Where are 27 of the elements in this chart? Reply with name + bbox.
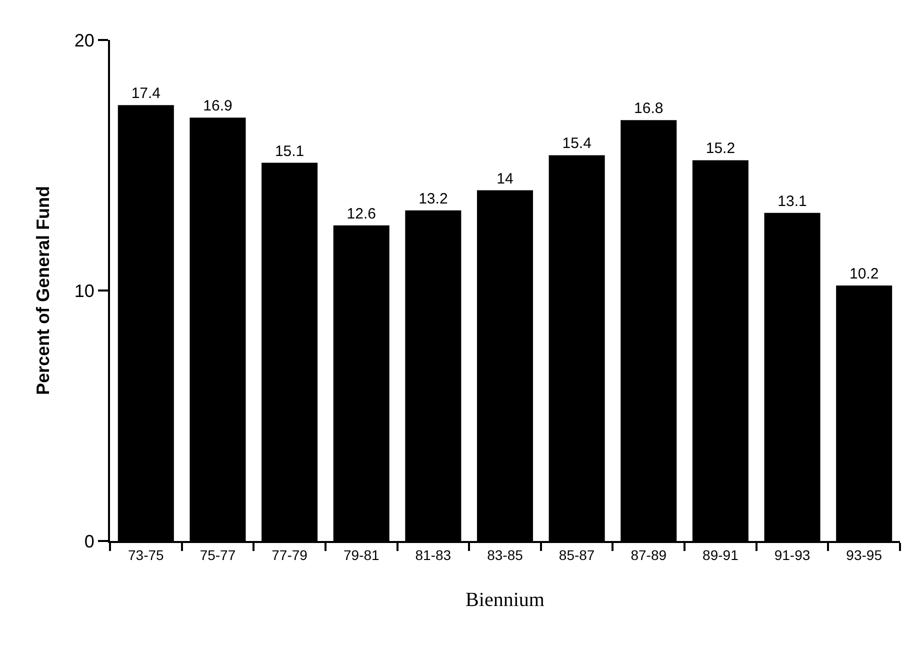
y-tick-label: 0 [84,531,94,552]
x-tick-label: 73-75 [128,546,164,563]
data-label: 17.4 [131,85,161,102]
y-axis-title: Percent of General Fund [33,186,54,396]
y-tick-label: 20 [74,30,94,50]
data-label: 12.6 [346,205,376,222]
x-tick-label: 77-79 [272,546,308,563]
x-tick-label: 85-87 [558,546,595,563]
x-tick-label: 93-95 [846,546,882,563]
x-tick-label: 89-91 [702,546,739,563]
data-label: 15.4 [562,135,592,152]
data-label: 16.9 [203,98,232,115]
data-label: 16.8 [634,100,664,118]
y-tick-label: 10 [74,280,94,301]
data-label: 10.2 [849,265,879,282]
x-tick-label: 83-85 [487,546,524,563]
x-tick-label: 81-83 [415,546,452,563]
x-tick-label: 87-89 [630,546,667,563]
data-label: 14 [496,170,514,188]
data-label: 13.2 [418,190,448,208]
data-label: 13.1 [778,192,807,210]
data-label: 15.1 [274,142,304,160]
x-axis-title: Biennium [466,588,545,611]
data-label: 15.2 [706,140,736,158]
x-tick-label: 91-93 [774,546,810,563]
x-tick-label: 79-81 [343,546,380,563]
x-tick-label: 75-77 [200,546,236,563]
